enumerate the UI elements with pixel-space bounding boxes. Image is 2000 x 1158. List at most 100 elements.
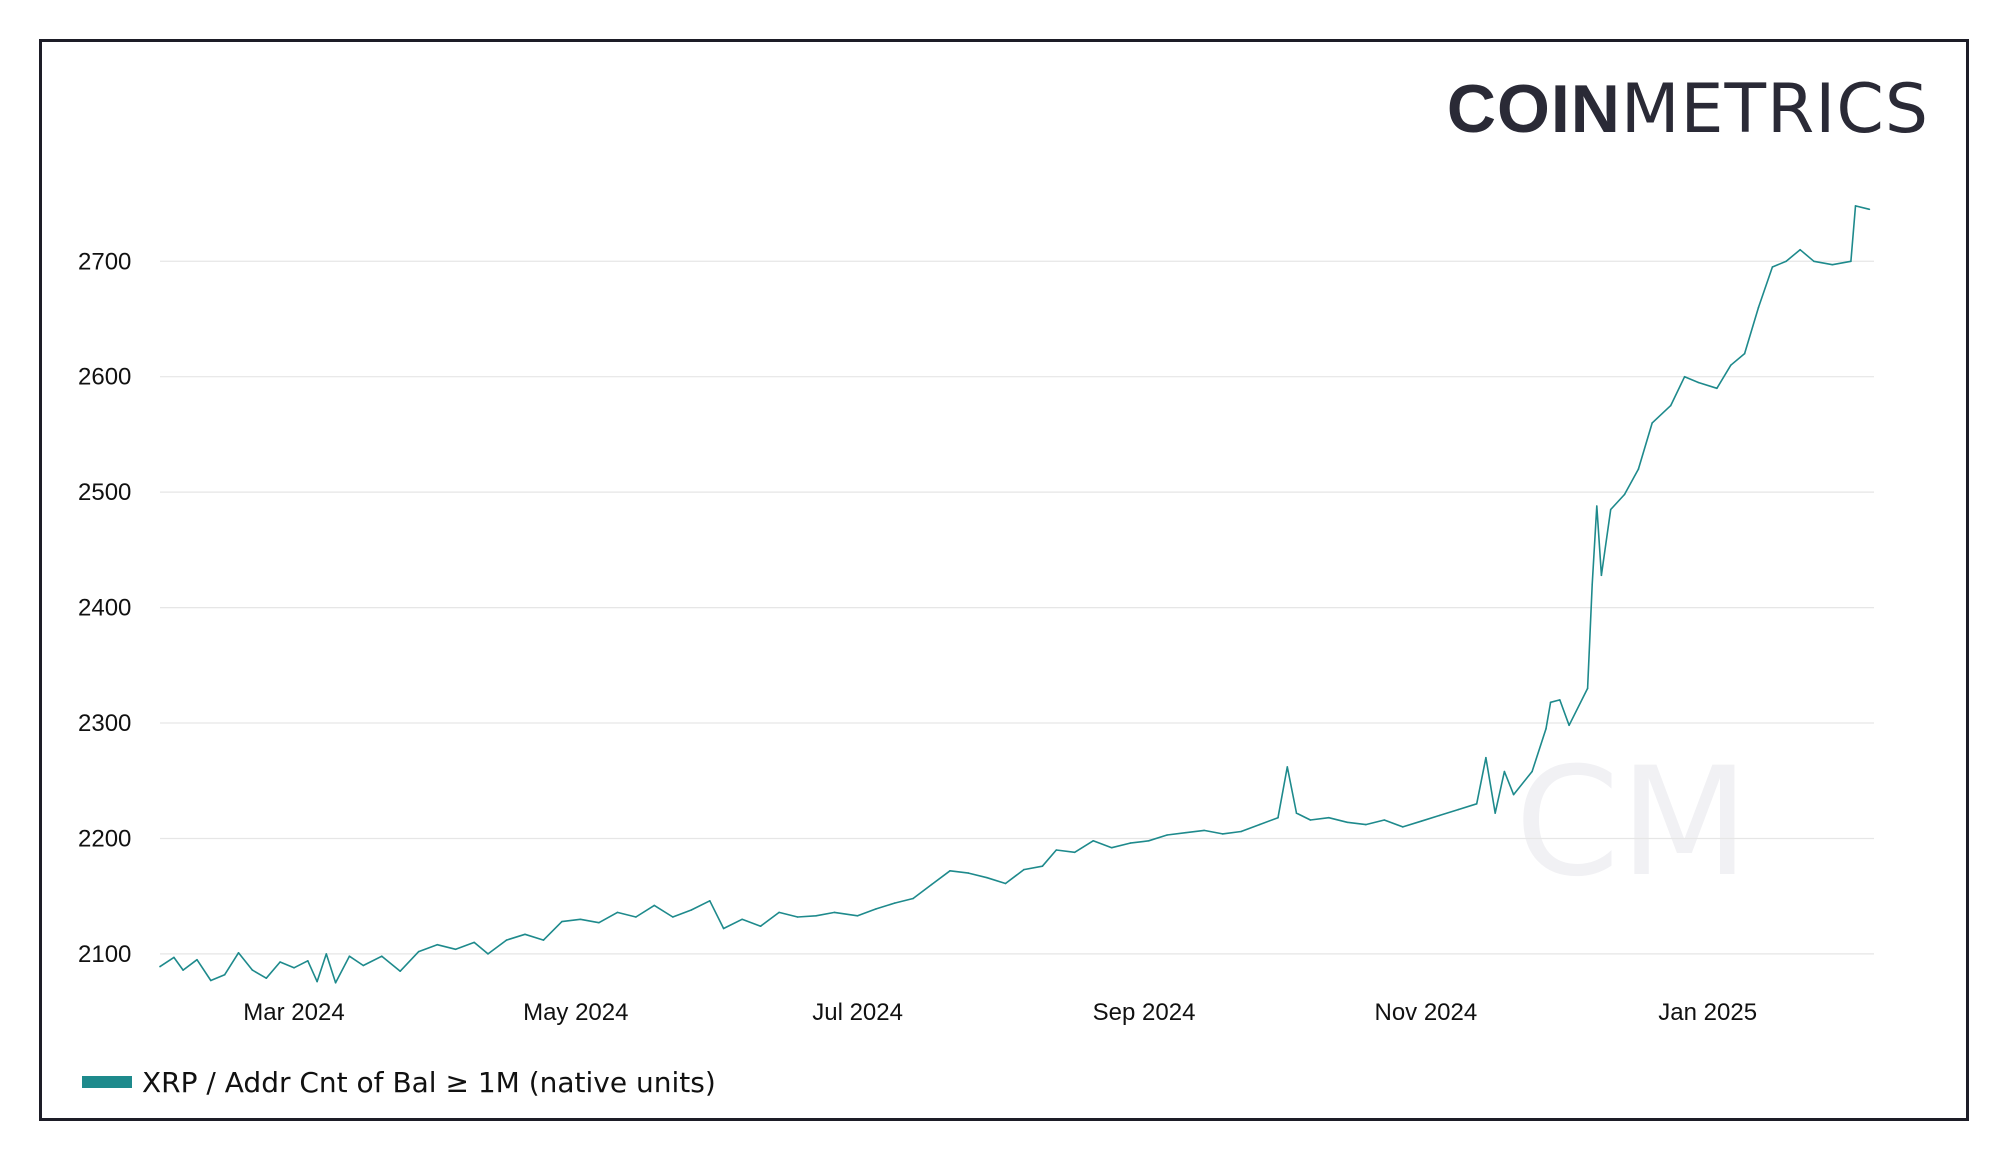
data-point [1286, 766, 1289, 768]
x-tick-label: Jan 2025 [1658, 999, 1757, 1026]
data-point [334, 982, 337, 984]
data-point [1295, 812, 1298, 814]
data-point [1743, 352, 1746, 355]
data-point [653, 904, 656, 907]
data-point [1771, 266, 1774, 268]
legend-label: XRP / Addr Cnt of Bal ≥ 1M (native units… [142, 1066, 716, 1099]
y-tick-label: 2600 [78, 364, 131, 391]
data-point [1545, 728, 1547, 730]
data-point [1110, 846, 1113, 849]
data-point [1854, 205, 1857, 207]
data-point [487, 953, 489, 955]
data-point [635, 916, 637, 918]
data-point [967, 872, 970, 874]
data-point [1799, 248, 1801, 251]
data-point [1785, 260, 1787, 263]
data-point [436, 943, 439, 946]
data-point [1868, 208, 1871, 211]
data-point [1365, 823, 1367, 826]
data-point [616, 911, 619, 914]
data-point [930, 883, 933, 886]
x-tick-label: Nov 2024 [1374, 999, 1477, 1026]
coinmetrics-watermark: CM [1515, 736, 1749, 910]
data-point [524, 933, 526, 936]
data-point [159, 965, 161, 968]
data-point [741, 918, 743, 921]
data-point [1559, 699, 1561, 701]
data-point [1623, 493, 1626, 496]
y-tick-label: 2400 [78, 595, 131, 622]
data-point [1600, 574, 1603, 577]
data-point [1073, 851, 1076, 854]
data-point [1485, 756, 1487, 759]
data-point [875, 908, 877, 910]
data-point [1023, 868, 1025, 871]
data-point [722, 927, 725, 930]
legend-swatch [82, 1076, 132, 1088]
data-point [251, 969, 254, 971]
data-point [598, 921, 600, 924]
coinmetrics-logo: COINMETRICS [1447, 70, 1929, 149]
y-tick-label: 2100 [78, 941, 131, 968]
x-tick-label: Sep 2024 [1093, 999, 1196, 1026]
data-point [1203, 829, 1205, 832]
data-point [1129, 842, 1131, 844]
data-point [1041, 865, 1044, 867]
data-point [182, 969, 184, 971]
data-point [561, 920, 563, 923]
data-point [316, 980, 318, 983]
svg-text:COINMETRICS: COINMETRICS [1447, 70, 1929, 149]
data-point [672, 916, 674, 918]
data-point [1184, 831, 1187, 834]
data-point [325, 953, 328, 955]
data-point [417, 950, 420, 953]
data-point [949, 870, 951, 872]
x-tick-label: Mar 2024 [243, 999, 344, 1026]
data-point [1586, 687, 1589, 690]
data-point [796, 916, 799, 918]
data-point [454, 948, 457, 951]
data-point [1609, 508, 1612, 511]
data-point [1549, 701, 1552, 704]
data-point [1055, 849, 1058, 851]
data-point [505, 939, 508, 941]
data-point [1568, 724, 1570, 727]
chart-canvas: CM COINMETRICS 2100220023002400250026002… [78, 70, 1929, 1099]
data-point [690, 909, 693, 911]
data-point [1475, 803, 1478, 805]
data-point [293, 967, 295, 969]
data-point [912, 897, 914, 900]
data-point [856, 915, 859, 917]
data-point [196, 958, 198, 961]
y-tick-label: 2200 [78, 825, 131, 852]
data-point [986, 876, 988, 879]
data-point [1757, 306, 1760, 309]
data-point [1420, 820, 1422, 822]
data-point [1166, 834, 1168, 836]
data-point [1683, 375, 1686, 378]
x-axis-ticks: Mar 2024 May 2024 Jul 2024 Sep 2024 Nov 2024… [243, 999, 1757, 1026]
data-point [1328, 816, 1330, 819]
data-point [1277, 816, 1279, 819]
data-point [173, 956, 175, 959]
data-point [1004, 882, 1007, 885]
data-point [1258, 823, 1261, 826]
data-point [237, 952, 240, 954]
data-point [1438, 814, 1441, 817]
data-point [1716, 387, 1718, 390]
data-point [1637, 468, 1640, 470]
data-point [1531, 770, 1533, 773]
data-point [709, 900, 711, 902]
data-point [348, 955, 351, 957]
data-point [759, 925, 762, 927]
data-point [307, 960, 309, 962]
series-layer [159, 205, 1871, 984]
x-tick-label: May 2024 [523, 999, 628, 1026]
y-tick-label: 2300 [78, 710, 131, 737]
data-point [399, 970, 402, 972]
data-point [1503, 770, 1506, 773]
data-point [1850, 260, 1852, 263]
data-point [1591, 583, 1593, 586]
logo-word-coin: COIN [1447, 71, 1621, 147]
data-point [1669, 404, 1672, 407]
